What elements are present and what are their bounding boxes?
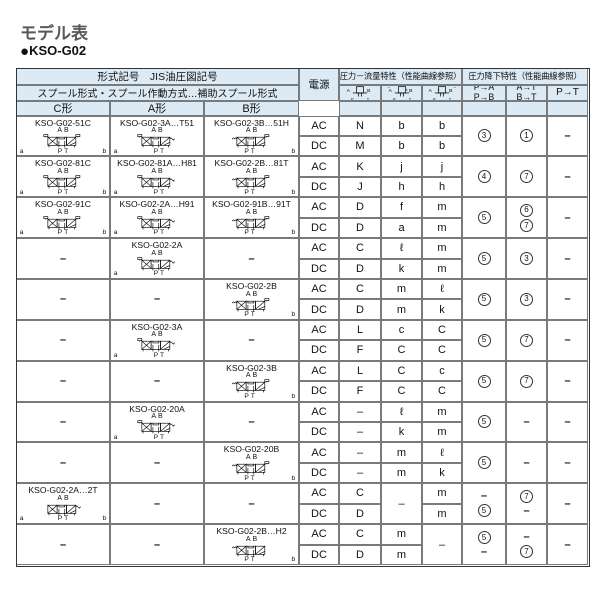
svg-text:⌣: ⌣ (454, 85, 457, 89)
svg-text:B: B (449, 88, 453, 94)
svg-text:A: A (347, 88, 351, 94)
svg-text:B: B (367, 88, 371, 94)
svg-text:A: A (429, 88, 433, 94)
svg-text:A: A (388, 88, 392, 94)
svg-text:B: B (409, 88, 413, 94)
